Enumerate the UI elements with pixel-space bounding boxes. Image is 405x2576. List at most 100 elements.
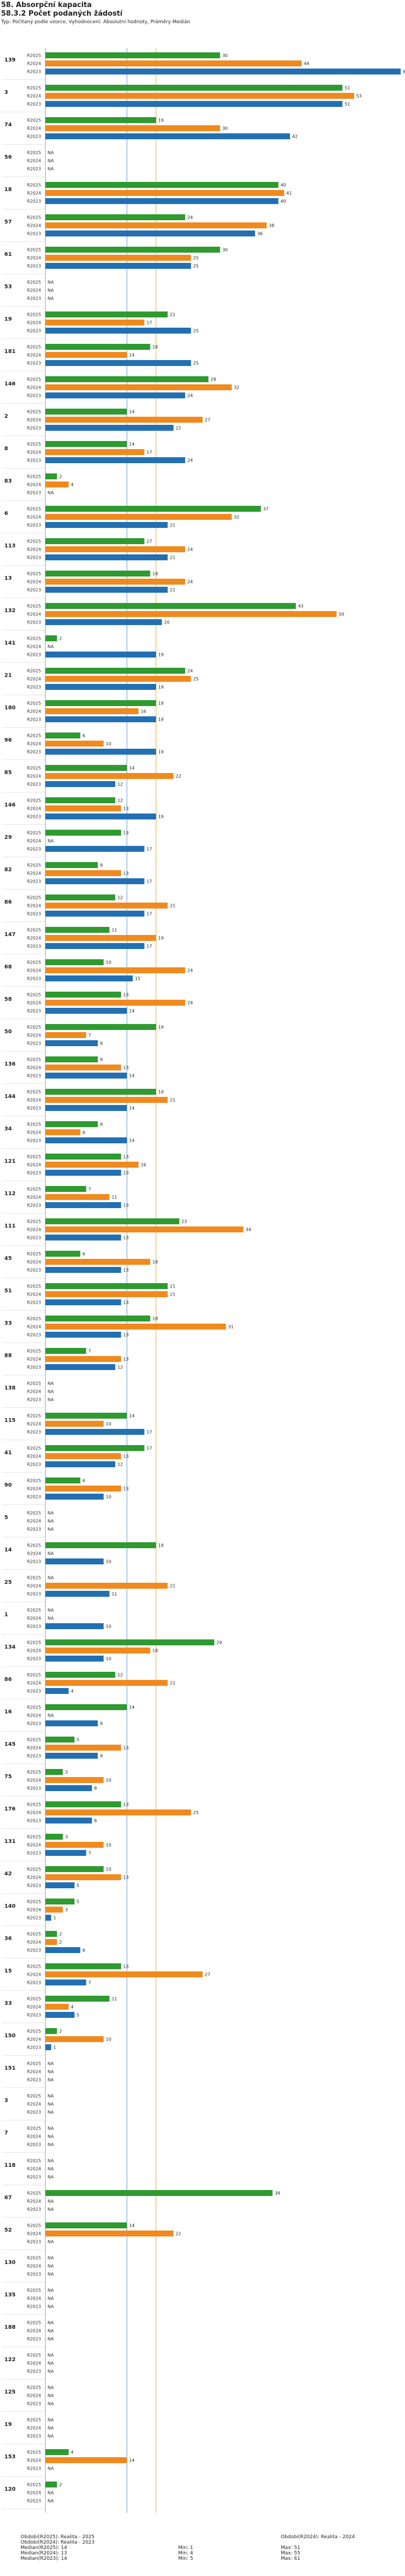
bar xyxy=(45,52,220,58)
na-label: NA xyxy=(48,2256,54,2261)
series-label: R2023 xyxy=(27,2240,41,2245)
series-label: R2025 xyxy=(27,1997,41,2002)
data-label: 14 xyxy=(129,766,134,771)
bar xyxy=(45,1105,127,1111)
bar xyxy=(45,117,156,123)
series-label: R2024 xyxy=(27,774,41,779)
bar xyxy=(45,959,104,965)
data-label: 6 xyxy=(83,1130,85,1135)
data-label: 10 xyxy=(106,1560,111,1564)
category-label: 188 xyxy=(4,2324,16,2330)
bar xyxy=(45,1291,168,1297)
series-label: R2023 xyxy=(27,134,41,139)
category-label: 3 xyxy=(4,90,8,96)
series-label: R2024 xyxy=(27,871,41,876)
data-label: 22 xyxy=(176,426,181,431)
data-label: 18 xyxy=(152,572,158,577)
series-label: R2024 xyxy=(27,2394,41,2398)
series-label: R2025 xyxy=(27,2029,41,2034)
category-label: 33 xyxy=(4,1320,12,1326)
footer-line: Min: 5 xyxy=(178,2556,193,2561)
data-label: 6 xyxy=(83,1479,85,1483)
data-label: 4 xyxy=(71,483,73,487)
series-label: R2024 xyxy=(27,2134,41,2139)
data-label: 4 xyxy=(71,1689,73,1694)
series-label: R2024 xyxy=(27,1066,41,1070)
data-label: 11 xyxy=(112,928,117,933)
data-label: 40 xyxy=(280,183,286,188)
series-label: R2023 xyxy=(27,1106,41,1111)
data-label: 18 xyxy=(152,1317,158,1321)
data-label: 13 xyxy=(123,1066,129,1070)
data-label: 13 xyxy=(123,1875,129,1880)
data-label: 21 xyxy=(170,1681,176,1686)
data-label: 21 xyxy=(170,523,176,528)
data-label: 10 xyxy=(106,1843,111,1848)
data-label: 34 xyxy=(246,1228,251,1232)
bar xyxy=(45,1648,151,1653)
data-label: 19 xyxy=(158,1543,164,1548)
bar xyxy=(45,1000,185,1006)
series-label: R2024 xyxy=(27,288,41,293)
data-label: 19 xyxy=(158,653,164,657)
na-label: NA xyxy=(48,2264,54,2269)
na-label: NA xyxy=(48,2394,54,2398)
footer-line: Min: 4 xyxy=(178,2551,193,2556)
bar xyxy=(45,473,57,479)
bar xyxy=(45,830,122,836)
series-label: R2023 xyxy=(27,2045,41,2050)
series-label: R2025 xyxy=(27,1802,41,1807)
series-label: R2024 xyxy=(27,2232,41,2236)
bar xyxy=(45,579,185,585)
bar xyxy=(45,862,98,868)
bar xyxy=(45,125,220,131)
bar xyxy=(45,571,151,577)
data-label: 18 xyxy=(152,1260,158,1265)
data-label: 10 xyxy=(106,1624,111,1629)
series-label: R2023 xyxy=(27,1430,41,1435)
bar xyxy=(45,1639,214,1645)
category-label: 90 xyxy=(4,1482,12,1488)
series-label: R2025 xyxy=(27,1090,41,1095)
bar xyxy=(45,214,185,220)
series-label: R2023 xyxy=(27,1268,41,1273)
bar xyxy=(45,538,145,544)
bar xyxy=(45,611,337,617)
bar xyxy=(45,1089,156,1095)
bar xyxy=(45,846,145,852)
series-label: R2023 xyxy=(27,70,41,74)
series-label: R2023 xyxy=(27,1138,41,1143)
data-label: 19 xyxy=(158,750,164,755)
category-label: 120 xyxy=(4,2486,16,2492)
na-label: NA xyxy=(48,2272,54,2277)
data-label: 41 xyxy=(286,191,292,196)
data-label: 10 xyxy=(106,742,111,747)
series-label: R2023 xyxy=(27,1333,41,1338)
bar xyxy=(45,1769,63,1775)
bar xyxy=(45,425,174,431)
bar xyxy=(45,765,127,771)
bar xyxy=(45,2482,57,2487)
bar xyxy=(45,554,168,560)
na-label: NA xyxy=(48,1576,54,1581)
series-label: R2025 xyxy=(27,1770,41,1775)
data-label: 7 xyxy=(89,1349,91,1354)
bar xyxy=(45,652,156,657)
series-label: R2023 xyxy=(27,977,41,981)
bar xyxy=(45,684,156,690)
data-label: 7 xyxy=(89,1033,91,1038)
series-label: R2024 xyxy=(27,2070,41,2075)
series-label: R2025 xyxy=(27,1900,41,1904)
category-label: 51 xyxy=(4,1288,12,1294)
footer-line xyxy=(281,2540,355,2545)
data-label: 19 xyxy=(158,685,164,690)
na-label: NA xyxy=(48,2321,54,2326)
na-label: NA xyxy=(48,1389,54,1394)
footer-col-2: Min: 1 Min: 4 Min: 5 xyxy=(178,2534,193,2561)
data-label: 17 xyxy=(146,321,152,326)
series-label: R2023 xyxy=(27,491,41,496)
category-label: 86 xyxy=(4,1677,12,1683)
series-label: R2024 xyxy=(27,2426,41,2431)
na-label: NA xyxy=(48,2062,54,2066)
na-label: NA xyxy=(48,2369,54,2374)
